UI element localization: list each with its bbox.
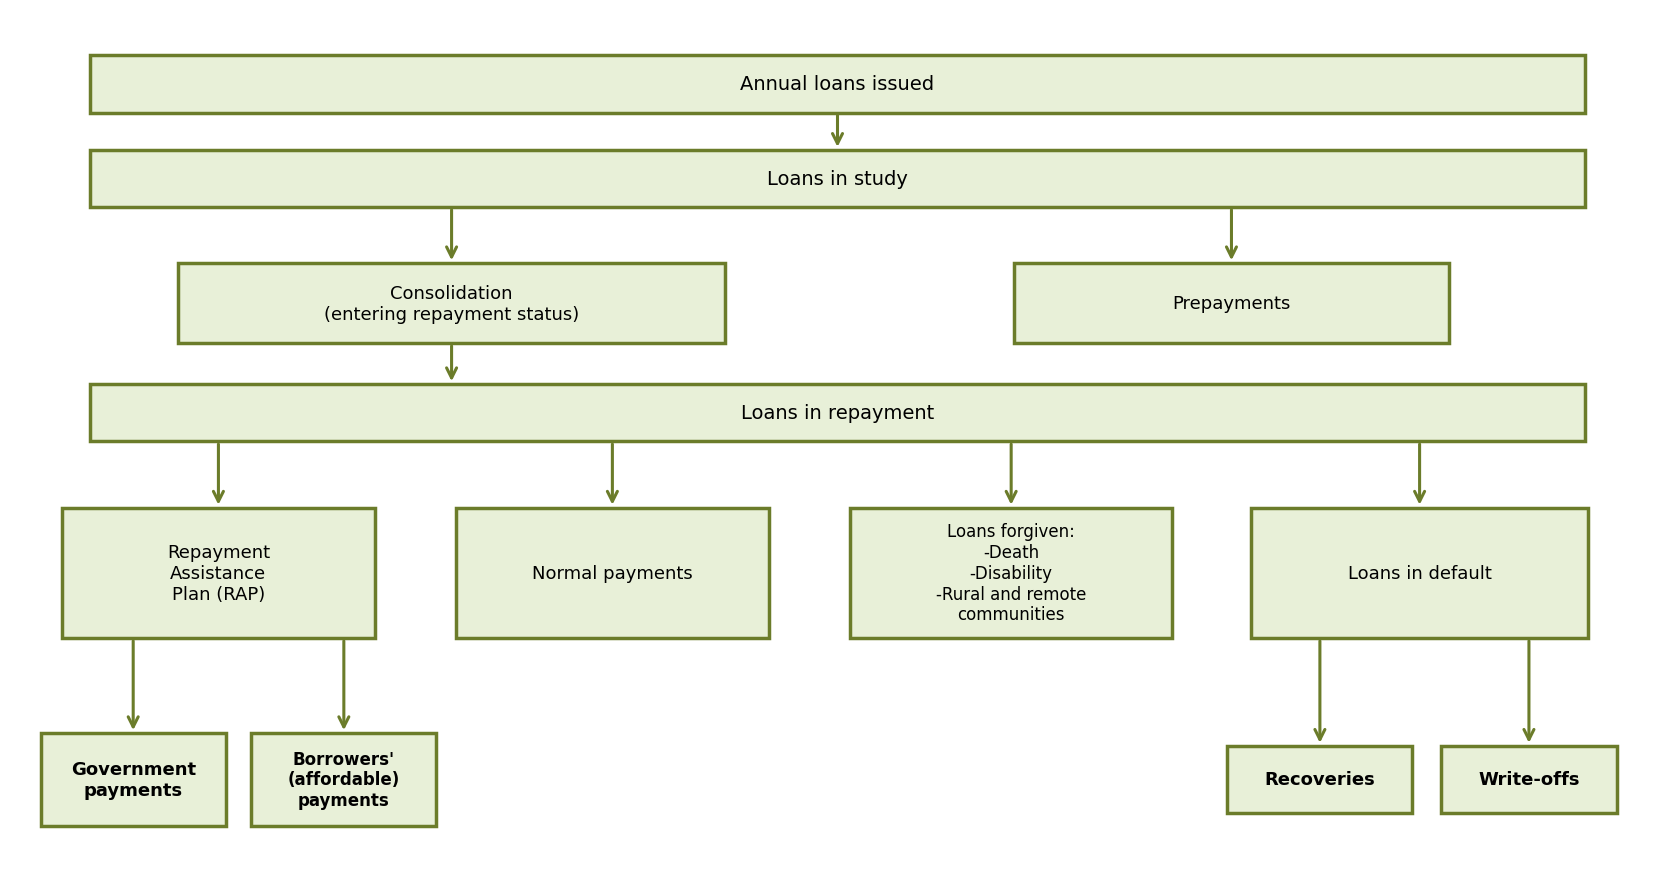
Text: Government
payments: Government payments bbox=[70, 760, 196, 799]
Text: Recoveries: Recoveries bbox=[1265, 771, 1375, 788]
Text: Loans in repayment: Loans in repayment bbox=[740, 403, 935, 423]
FancyBboxPatch shape bbox=[251, 733, 436, 826]
Text: Loans forgiven:
-Death
-Disability
-Rural and remote
communities: Loans forgiven: -Death -Disability -Rura… bbox=[936, 523, 1087, 624]
FancyBboxPatch shape bbox=[178, 264, 725, 344]
FancyBboxPatch shape bbox=[1015, 264, 1449, 344]
FancyBboxPatch shape bbox=[1440, 745, 1618, 813]
Text: Prepayments: Prepayments bbox=[1172, 295, 1291, 313]
FancyBboxPatch shape bbox=[90, 56, 1585, 113]
FancyBboxPatch shape bbox=[1251, 508, 1588, 638]
Text: Normal payments: Normal payments bbox=[533, 564, 693, 582]
FancyBboxPatch shape bbox=[62, 508, 375, 638]
FancyBboxPatch shape bbox=[851, 508, 1172, 638]
Text: Consolidation
(entering repayment status): Consolidation (entering repayment status… bbox=[323, 284, 580, 323]
FancyBboxPatch shape bbox=[90, 385, 1585, 442]
Text: Borrowers'
(affordable)
payments: Borrowers' (affordable) payments bbox=[288, 750, 400, 809]
Text: Loans in study: Loans in study bbox=[767, 169, 908, 189]
Text: Write-offs: Write-offs bbox=[1479, 771, 1580, 788]
FancyBboxPatch shape bbox=[40, 733, 226, 826]
FancyBboxPatch shape bbox=[1228, 745, 1412, 813]
Text: Loans in default: Loans in default bbox=[1348, 564, 1491, 582]
Text: Repayment
Assistance
Plan (RAP): Repayment Assistance Plan (RAP) bbox=[168, 544, 270, 603]
FancyBboxPatch shape bbox=[456, 508, 769, 638]
FancyBboxPatch shape bbox=[90, 151, 1585, 208]
Text: Annual loans issued: Annual loans issued bbox=[740, 75, 935, 95]
